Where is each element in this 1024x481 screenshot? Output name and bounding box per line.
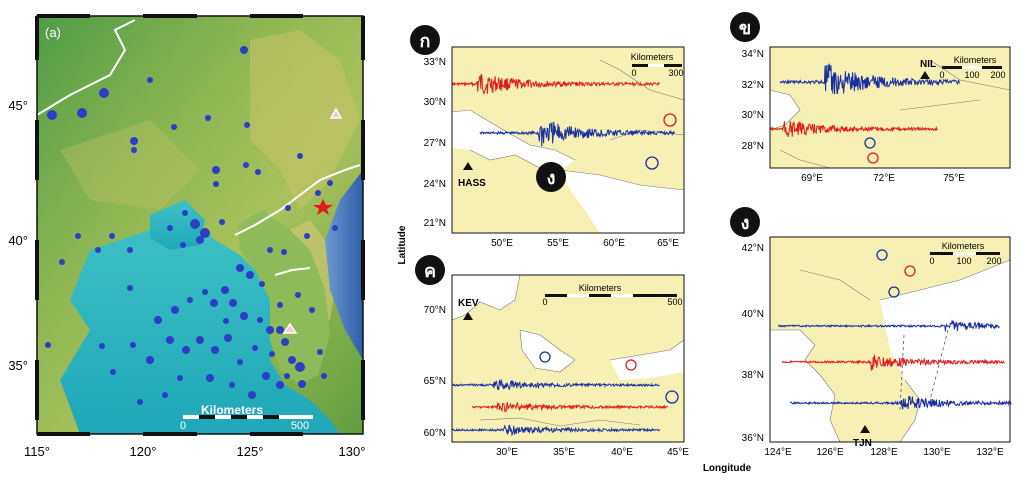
station-triangle <box>282 322 298 334</box>
seismogram-red <box>781 354 1005 371</box>
longitude-axis-label: Longitude <box>703 463 752 474</box>
panel-a-scale-end: 500 <box>291 420 309 432</box>
seismogram-red <box>769 120 938 138</box>
seismogram-blue <box>451 424 661 437</box>
panel-ko-kai: HASS Kilometers 0 300 ก ง 33°N 30°N 27°N… <box>410 25 685 249</box>
latitude-axis-label: Latitude <box>397 225 408 264</box>
panel-ngo-ngu-scale-tick: 200 <box>986 256 1001 266</box>
panel-kho-khwai-scale-title: Kilometers <box>579 283 622 293</box>
panel-a-y-tick: 45° <box>8 98 28 113</box>
panel-ko-kai-badge: ก <box>420 31 431 51</box>
panel-a-label: (a) <box>45 25 61 40</box>
panel-kho-khwai-scale-end: 500 <box>667 297 682 307</box>
panel-kho-khwai-x-tick: 35°E <box>553 447 575 458</box>
panel-ngo-ngu-scale-title: Kilometers <box>942 241 985 251</box>
event-dots <box>45 46 338 405</box>
panel-ngo-ngu-x-tick: 128°E <box>870 447 898 458</box>
seismogram-blue <box>451 378 660 390</box>
panel-ko-kai-x-tick: 65°E <box>657 238 679 249</box>
station-label-kev: KEV <box>458 298 479 309</box>
panel-kho-khai-x-tick: 72°E <box>873 173 895 184</box>
panel-kho-khai-y-tick: 28°N <box>742 141 764 152</box>
panel-kho-khai-x-tick: 69°E <box>801 173 823 184</box>
seismogram-red <box>451 73 660 95</box>
panel-kho-khwai-y-tick: 60°N <box>424 428 446 439</box>
seismogram-blue <box>779 63 960 95</box>
panel-ko-kai-x-tick: 60°E <box>603 238 625 249</box>
panel-ngo-ngu: TJN Kilometers 0 100 200 ง 42°N 40°N 38°… <box>730 207 1012 458</box>
panel-kho-khai-x-tick: 75°E <box>943 173 965 184</box>
seismogram-blue <box>777 319 1000 332</box>
panel-ko-kai-y-tick: 30°N <box>424 97 446 108</box>
panel-kho-khai-y-tick: 34°N <box>742 49 764 60</box>
event-star <box>313 199 333 215</box>
panel-a-x-tick: 130° <box>339 444 366 459</box>
panel-ngo-ngu-y-tick: 36°N <box>742 433 764 444</box>
panel-ngo-ngu-x-tick: 126°E <box>816 447 844 458</box>
seismogram-red <box>471 401 668 413</box>
panel-ngo-ngu-y-tick: 38°N <box>742 370 764 381</box>
seismogram-blue <box>479 121 675 147</box>
panel-kho-khwai-x-tick: 40°E <box>611 447 633 458</box>
panel-ngo-ngu-x-tick: 124°E <box>764 447 792 458</box>
panel-ngo-ngu-scale-tick: 100 <box>956 256 971 266</box>
panel-kho-khai-y-tick: 32°N <box>742 80 764 91</box>
panel-kho-khai-scale-tick: 100 <box>964 70 979 80</box>
station-label-nil: NIL <box>920 59 936 70</box>
panel-kho-khwai-badge: ค <box>424 261 436 281</box>
panel-ko-kai-scale-end: 300 <box>668 68 683 78</box>
panel-ko-kai-scale-title: Kilometers <box>631 52 674 62</box>
panel-a-scale-start: 0 <box>180 420 186 432</box>
panel-ko-kai-scale-start: 0 <box>631 68 636 78</box>
panel-kho-khai-scale-title: Kilometers <box>954 55 997 65</box>
panel-a-map: Kilometers 0 500 (a) 115° 120° 125° 130°… <box>8 14 366 459</box>
station-label-tjn: TJN <box>853 438 872 449</box>
panel-a-x-tick: 115° <box>24 444 50 459</box>
panel-a-x-tick: 120° <box>130 444 157 459</box>
panel-a-y-tick: 40° <box>8 233 28 248</box>
panel-kho-khai-badge: ข <box>739 18 751 38</box>
panel-ko-kai-y-tick: 33°N <box>424 57 446 68</box>
panel-ko-kai-y-tick: 21°N <box>424 218 446 229</box>
panel-ko-kai-x-tick: 55°E <box>547 238 569 249</box>
panel-a-x-tick: 125° <box>237 444 264 459</box>
panel-ngo-ngu-y-tick: 40°N <box>742 309 764 320</box>
panel-kho-khai-scale-tick: 0 <box>939 70 944 80</box>
panel-kho-khwai-x-tick: 30°E <box>496 447 518 458</box>
panel-kho-khwai-y-tick: 70°N <box>424 305 446 316</box>
panel-ko-kai-x-tick: 50°E <box>491 238 513 249</box>
panel-kho-khwai: KEV Kilometers 0 500 ค 70°N 65°N 60°N 30… <box>415 255 689 458</box>
panel-ko-kai-y-tick: 27°N <box>424 138 446 149</box>
station-label-hass: HASS <box>458 178 486 189</box>
panel-kho-khwai-x-tick: 45°E <box>667 447 689 458</box>
panel-a-scale-title: Kilometers <box>201 403 263 417</box>
station-triangle <box>329 107 343 119</box>
panel-kho-khai-scale-tick: 200 <box>990 70 1005 80</box>
panel-ngo-ngu-badge: ง <box>741 213 750 233</box>
panel-ngo-ngu-x-tick: 132°E <box>976 447 1004 458</box>
panel-ngo-ngu-x-tick: 130°E <box>923 447 951 458</box>
panel-kho-khwai-y-tick: 65°N <box>424 376 446 387</box>
panel-kho-khwai-scale-start: 0 <box>542 297 547 307</box>
panel-ko-kai-y-tick: 24°N <box>424 179 446 190</box>
panel-ngo-ngu-scale-tick: 0 <box>929 256 934 266</box>
panel-ko-kai-inner-badge: ง <box>547 168 556 188</box>
panel-a-y-tick: 35° <box>8 358 28 373</box>
panel-ngo-ngu-y-tick: 42°N <box>742 243 764 254</box>
seismogram-blue <box>789 395 1012 410</box>
panel-kho-khai: NIL Kilometers 0 100 200 ข 34°N 32°N 30°… <box>730 12 1011 184</box>
panel-kho-khai-y-tick: 30°N <box>742 110 764 121</box>
